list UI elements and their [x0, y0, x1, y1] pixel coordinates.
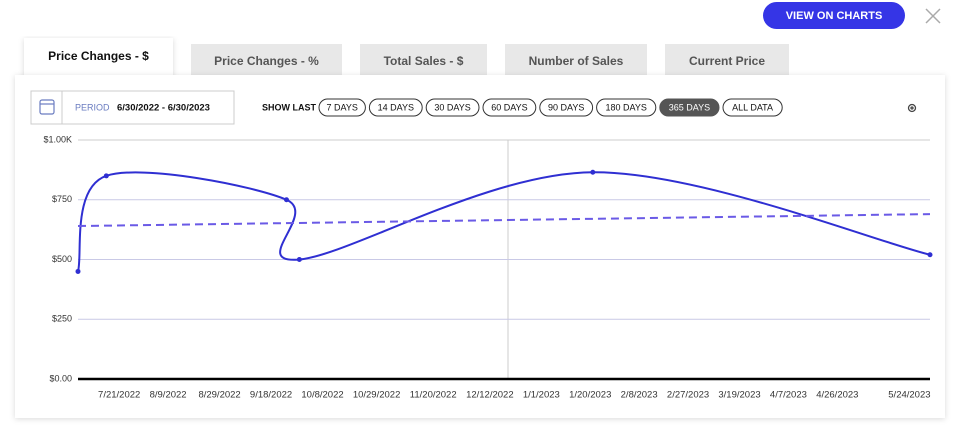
period-box[interactable]: [30, 90, 235, 125]
point: [927, 252, 933, 258]
x-tick-label: 11/20/2022: [410, 390, 457, 401]
x-tick-label: 1/20/2023: [569, 390, 611, 401]
range-option[interactable]: [482, 98, 537, 117]
show-last-label: SHOW LAST: [262, 102, 316, 112]
range-option[interactable]: [539, 98, 594, 117]
close-icon[interactable]: [925, 8, 941, 24]
period-label: PERIOD: [75, 102, 110, 112]
x-tick-label: 10/29/2022: [353, 390, 401, 401]
tab[interactable]: [24, 38, 173, 78]
point: [103, 173, 109, 179]
range-option-label: 30 DAYS: [434, 102, 470, 112]
tab[interactable]: [665, 44, 789, 75]
settings-icon[interactable]: [907, 103, 917, 113]
x-tick-label: 3/19/2023: [718, 390, 760, 401]
range-option-label: ALL DATA: [732, 102, 773, 112]
x-tick-label: 4/7/2023: [770, 390, 807, 401]
range-option[interactable]: [596, 98, 657, 117]
x-tick-label: 8/29/2022: [198, 390, 240, 401]
range-option[interactable]: [368, 98, 423, 117]
point: [283, 197, 289, 203]
calendar-icon: [39, 99, 55, 115]
y-tick-label: $250: [52, 314, 72, 324]
range-option[interactable]: [722, 98, 783, 117]
range-option-label: 365 DAYS: [669, 102, 710, 112]
range-option-label: 90 DAYS: [548, 102, 584, 112]
tab[interactable]: [505, 44, 647, 75]
point: [75, 268, 81, 274]
range-option[interactable]: [318, 98, 366, 117]
period-range: 6/30/2022 - 6/30/2023: [117, 103, 210, 114]
range-option-label: 14 DAYS: [378, 102, 414, 112]
range-option[interactable]: [425, 98, 480, 117]
point: [590, 169, 596, 175]
tab-label: Price Changes - %: [214, 54, 319, 68]
range-option-label: 7 DAYS: [327, 102, 358, 112]
point: [296, 257, 302, 262]
range-option-label: 180 DAYS: [606, 102, 647, 112]
x-tick-label: 10/8/2022: [301, 390, 343, 401]
x-tick-label: 8/9/2022: [150, 390, 187, 401]
tab-label: Price Changes - $: [48, 49, 149, 63]
range-option-label: 60 DAYS: [491, 102, 527, 112]
x-tick-label: 12/12/2022: [466, 390, 514, 401]
x-tick-label: 4/26/2023: [816, 390, 858, 401]
tab[interactable]: [191, 44, 342, 75]
button-label: VIEW ON CHARTS: [786, 10, 883, 22]
range-option[interactable]: [659, 98, 720, 117]
view-on-charts-button[interactable]: [763, 2, 905, 29]
y-tick-label: $0.00: [49, 373, 72, 383]
y-tick-label: $500: [52, 254, 72, 264]
chart-panel: [15, 75, 945, 418]
x-tick-label: 1/1/2023: [523, 390, 560, 401]
x-tick-label: 2/8/2023: [621, 390, 658, 401]
tab-label: Current Price: [689, 54, 765, 68]
x-tick-label: 2/27/2023: [667, 390, 709, 401]
tab[interactable]: [360, 44, 487, 75]
y-tick-label: $1.00K: [43, 134, 72, 144]
tab-label: Total Sales - $: [384, 54, 464, 68]
y-tick-label: $750: [52, 194, 72, 204]
x-tick-label: 7/21/2022: [98, 390, 140, 401]
tab-label: Number of Sales: [529, 54, 624, 68]
x-tick-label: 5/24/2023: [888, 390, 930, 401]
x-tick-label: 9/18/2022: [250, 390, 292, 401]
